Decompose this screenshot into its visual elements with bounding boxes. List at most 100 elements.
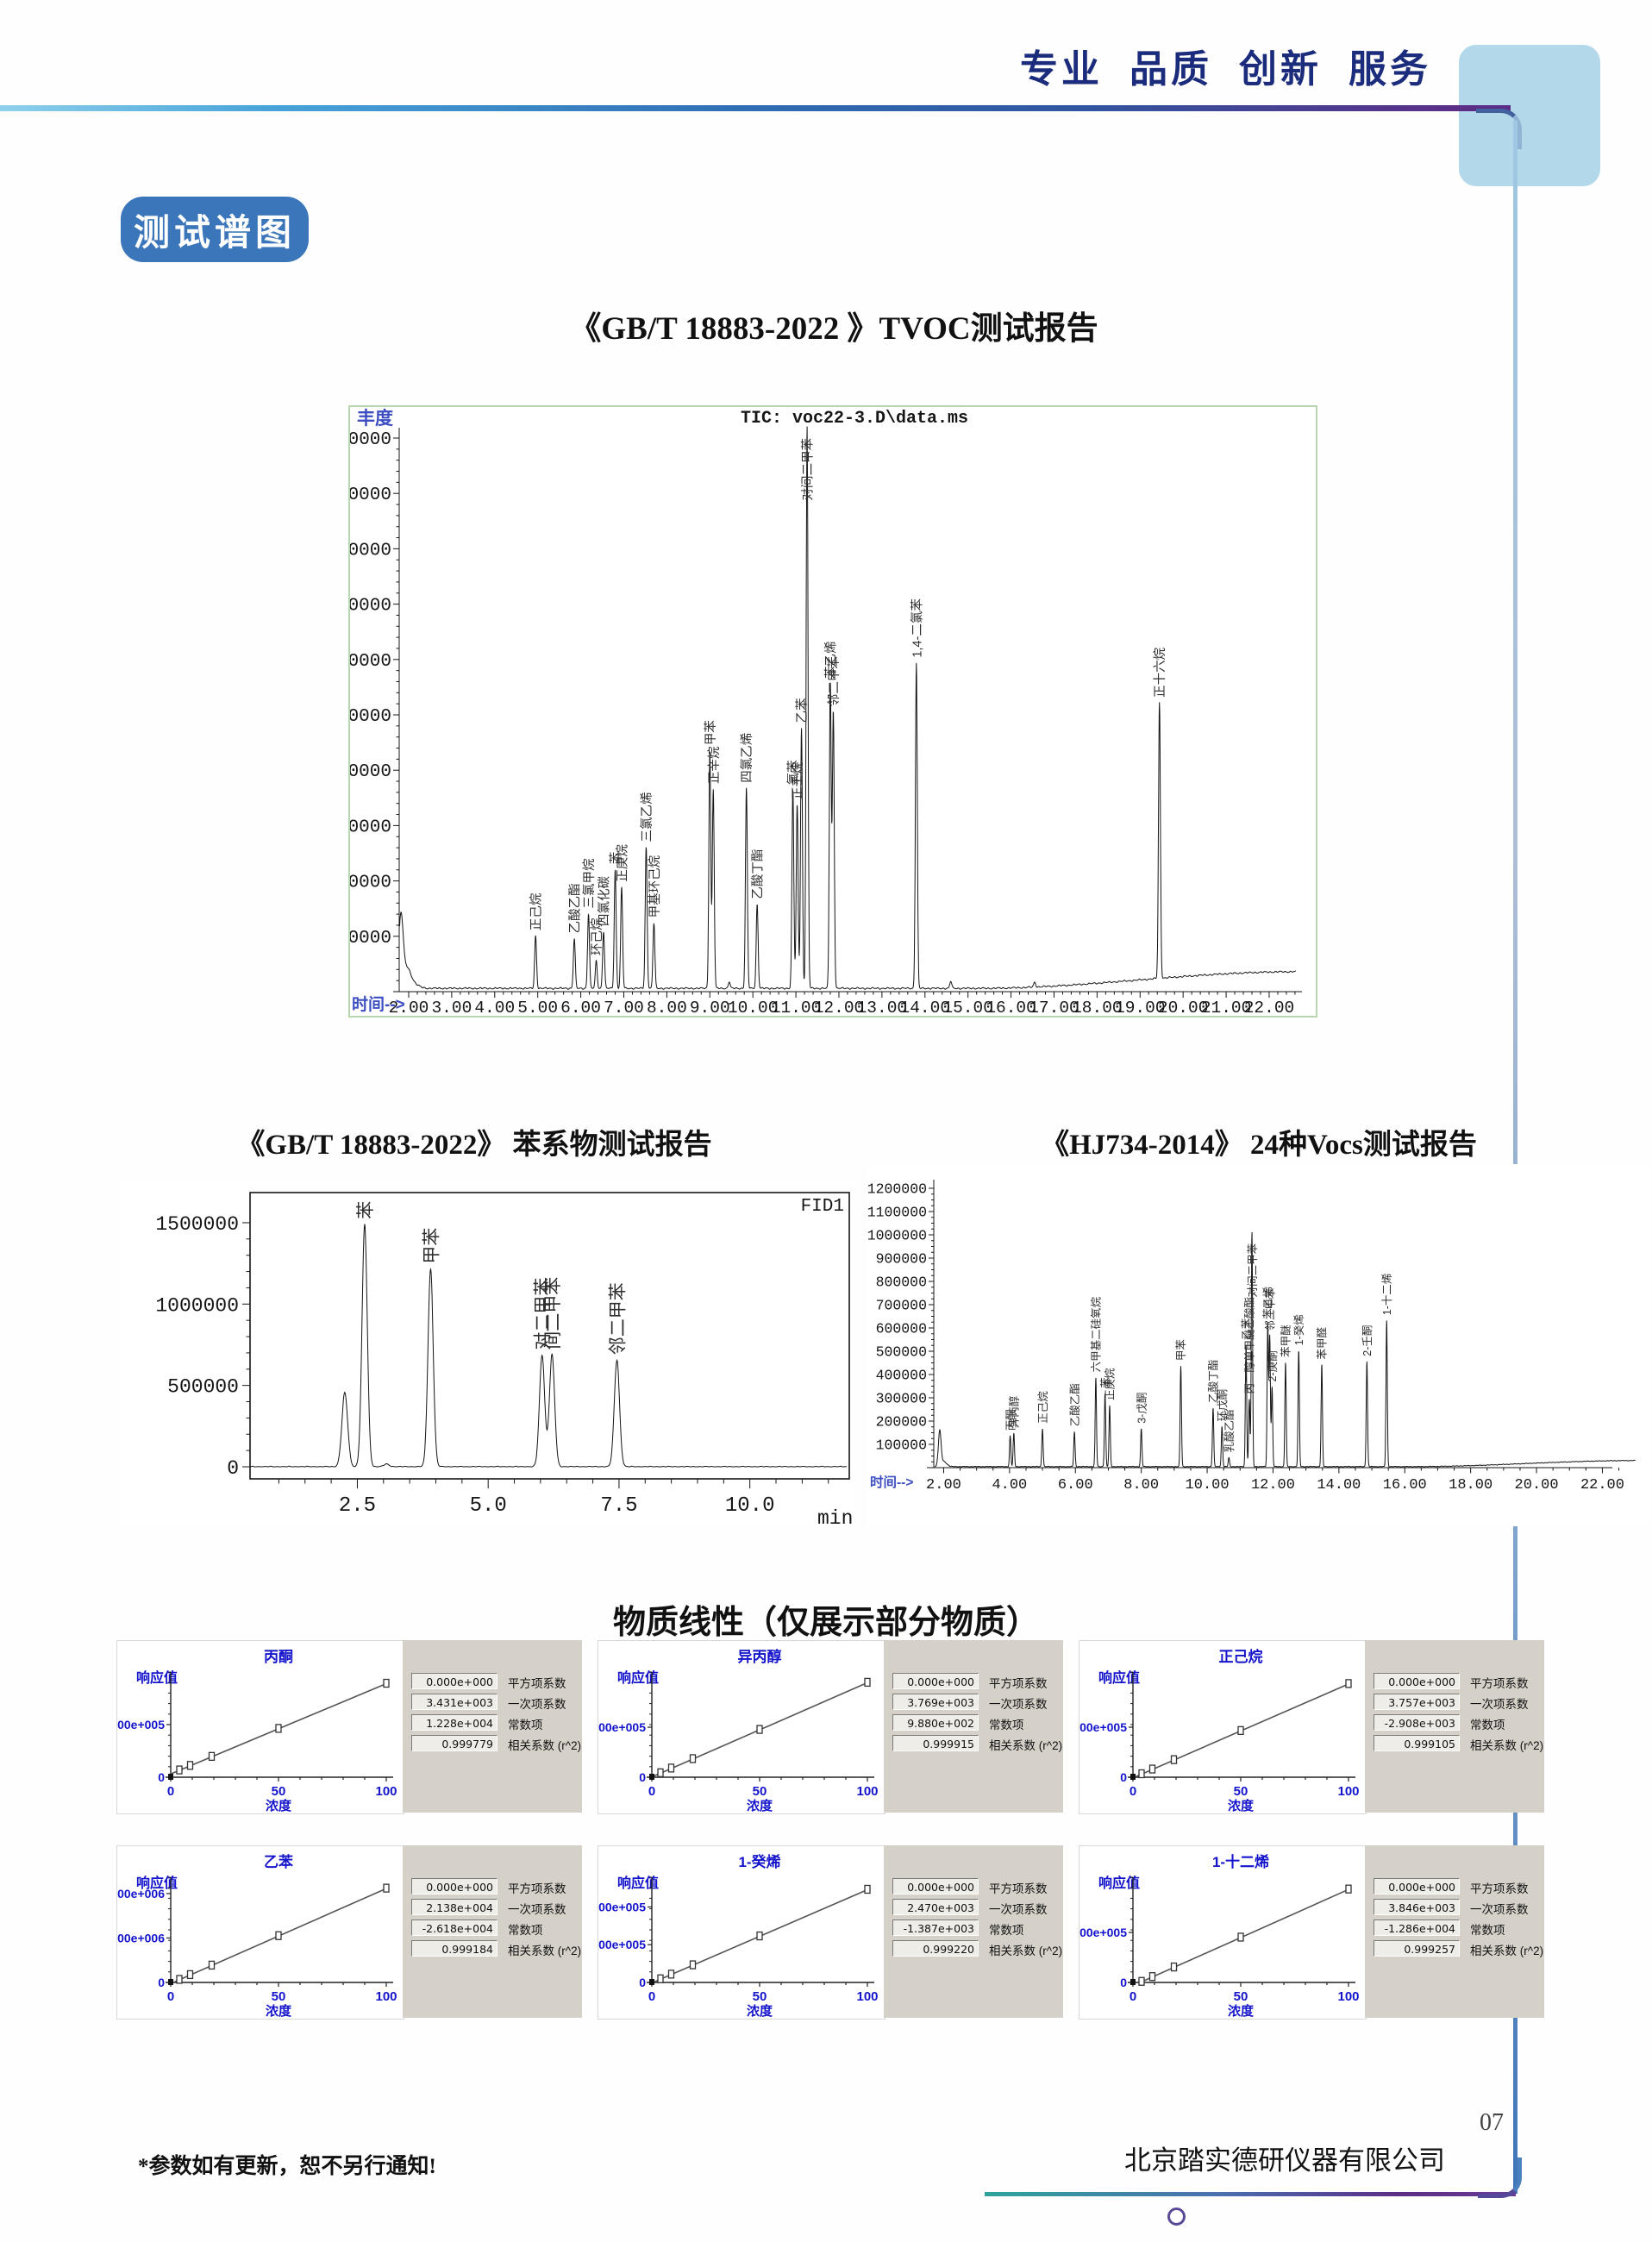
- svg-text:4.00: 4.00: [992, 1477, 1027, 1494]
- svg-text:1-癸烯: 1-癸烯: [1293, 1314, 1305, 1345]
- svg-text:100: 100: [375, 1989, 397, 2004]
- svg-text:响应值: 响应值: [136, 1669, 178, 1686]
- svg-text:响应值: 响应值: [617, 1875, 659, 1891]
- chart-title-benzene: 《GB/T 18883-2022》 苯系物测试报告: [236, 1130, 712, 1161]
- svg-text:间二甲苯: 间二甲苯: [543, 1277, 563, 1350]
- coefficient-label: 常数项: [1470, 1924, 1505, 1937]
- coefficient-box: 0.000e+000 平方项系数 2.470e+003 一次项系数 -1.387e+00…: [884, 1845, 1063, 2018]
- coefficient-row: 3.757e+003 一次项系数: [1374, 1694, 1542, 1711]
- coefficient-row: 3.431e+003 一次项系数: [411, 1694, 580, 1711]
- coefficient-label: 一次项系数: [508, 1903, 566, 1916]
- svg-text:苯乙烯: 苯乙烯: [824, 642, 839, 679]
- svg-text:5.0: 5.0: [470, 1494, 507, 1518]
- svg-text:50: 50: [272, 1784, 286, 1799]
- svg-text:丙二醇单甲醚乙酸酯: 丙二醇单甲醚乙酸酯: [1243, 1297, 1256, 1394]
- coefficient-row: 3.846e+003 一次项系数: [1374, 1899, 1542, 1916]
- svg-text:12.00: 12.00: [1251, 1477, 1295, 1494]
- svg-text:600000: 600000: [876, 1321, 927, 1337]
- svg-text:乙苯: 乙苯: [795, 698, 810, 723]
- svg-text:9.00: 9.00: [690, 999, 730, 1012]
- svg-text:1,4-二氯苯: 1,4-二氯苯: [910, 598, 924, 658]
- coefficient-label: 常数项: [508, 1719, 543, 1732]
- svg-text:500000: 500000: [167, 1376, 239, 1399]
- coefficient-value: 2.138e+004: [411, 1899, 497, 1915]
- svg-text:正十六烷: 正十六烷: [1153, 647, 1167, 697]
- svg-text:50: 50: [1234, 1784, 1248, 1799]
- svg-text:1-十二烯: 1-十二烯: [1212, 1853, 1269, 1870]
- coefficient-label: 一次项系数: [1470, 1698, 1529, 1711]
- svg-text:500000: 500000: [350, 707, 391, 727]
- svg-text:1-十二烯: 1-十二烯: [1381, 1274, 1393, 1316]
- coefficient-label: 平方项系数: [989, 1882, 1048, 1895]
- coefficient-label: 相关系数 (r^2): [508, 1945, 582, 1957]
- svg-text:200000: 200000: [876, 1414, 927, 1431]
- svg-text:苯: 苯: [1099, 1377, 1111, 1388]
- svg-text:浓度: 浓度: [747, 1798, 773, 1812]
- svg-text:浓度: 浓度: [1228, 2003, 1255, 2017]
- coefficient-value: 0.999220: [892, 1940, 979, 1957]
- svg-text:2.5: 2.5: [339, 1494, 376, 1518]
- svg-text:10.0: 10.0: [725, 1494, 775, 1518]
- svg-text:0: 0: [1120, 1976, 1127, 1989]
- svg-text:浓度: 浓度: [747, 2003, 773, 2017]
- coefficient-value: 0.999257: [1374, 1940, 1460, 1957]
- svg-text:浓度: 浓度: [1228, 1798, 1255, 1812]
- svg-text:环己烷: 环己烷: [590, 917, 604, 955]
- svg-text:1-癸烯: 1-癸烯: [738, 1853, 780, 1870]
- coefficient-label: 常数项: [1470, 1719, 1505, 1732]
- svg-text:对间二甲苯: 对间二甲苯: [1247, 1243, 1259, 1297]
- coefficient-label: 一次项系数: [1470, 1903, 1529, 1916]
- svg-text:1000000: 1000000: [350, 430, 391, 450]
- coefficient-row: -1.387e+003 常数项: [892, 1919, 1061, 1937]
- svg-text:900000: 900000: [350, 485, 391, 505]
- tvoc-chart-frame: 100000 200000 300000 400000 500000 600000 7000…: [316, 405, 1317, 1018]
- svg-text:50: 50: [1234, 1989, 1248, 2004]
- coefficient-box: 0.000e+000 平方项系数 3.757e+003 一次项系数 -2.908e+00…: [1365, 1640, 1544, 1813]
- svg-text:2.00e+005: 2.00e+005: [1079, 1720, 1127, 1734]
- svg-text:正己烷: 正己烷: [1037, 1391, 1049, 1424]
- svg-text:正壬烷: 正壬烷: [791, 761, 805, 799]
- svg-text:响应值: 响应值: [617, 1669, 659, 1686]
- svg-text:甲苯: 甲苯: [422, 1228, 441, 1264]
- coefficient-row: 2.138e+004 一次项系数: [411, 1899, 580, 1916]
- coefficient-label: 一次项系数: [508, 1698, 566, 1711]
- svg-text:6.00: 6.00: [1058, 1477, 1093, 1494]
- svg-text:8.00: 8.00: [1123, 1477, 1159, 1494]
- svg-text:0: 0: [167, 1989, 174, 2004]
- svg-text:乙苯: 乙苯: [264, 1853, 293, 1870]
- svg-text:响应值: 响应值: [1098, 1669, 1140, 1686]
- svg-text:100: 100: [375, 1784, 397, 1799]
- coefficient-row: 0.999105 相关系数 (r^2): [1374, 1735, 1543, 1752]
- svg-text:7.5: 7.5: [600, 1494, 637, 1518]
- svg-text:50: 50: [753, 1989, 767, 2004]
- coefficient-value: -1.286e+004: [1374, 1919, 1460, 1936]
- svg-text:苯: 苯: [609, 852, 623, 865]
- company-name: 北京踏实德研仪器有限公司: [1124, 2145, 1445, 2176]
- svg-text:乙酸丁酯: 乙酸丁酯: [1207, 1360, 1220, 1403]
- linearity-section-title: 物质线性（仅展示部分物质）: [612, 1605, 1039, 1641]
- coefficient-value: 0.000e+000: [892, 1878, 979, 1894]
- svg-text:100: 100: [1337, 1989, 1359, 2004]
- svg-text:2-壬酮: 2-壬酮: [1361, 1325, 1374, 1356]
- svg-text:900000: 900000: [876, 1251, 927, 1268]
- svg-text:50: 50: [272, 1989, 286, 2004]
- top-corner-curve: [1476, 109, 1522, 149]
- svg-text:乙苯: 乙苯: [1241, 1318, 1253, 1340]
- svg-text:1000000: 1000000: [155, 1294, 239, 1317]
- coefficient-value: 0.000e+000: [892, 1673, 979, 1689]
- coefficient-row: 0.999915 相关系数 (r^2): [892, 1735, 1062, 1752]
- svg-text:对二甲苯: 对二甲苯: [534, 1278, 554, 1350]
- svg-text:10.00: 10.00: [1186, 1477, 1230, 1494]
- svg-text:时间-->: 时间-->: [352, 995, 405, 1012]
- header-slogan: 专业 品质 创新 服务: [1020, 48, 1431, 91]
- coefficient-row: -1.286e+004 常数项: [1374, 1919, 1542, 1937]
- svg-text:800000: 800000: [350, 541, 391, 560]
- coefficient-box: 0.000e+000 平方项系数 3.769e+003 一次项系数 9.880e+002…: [884, 1640, 1063, 1813]
- chart-title-hj734: 《HJ734-2014》 24种Vocs测试报告: [1041, 1130, 1477, 1161]
- svg-text:16.00: 16.00: [1383, 1477, 1427, 1494]
